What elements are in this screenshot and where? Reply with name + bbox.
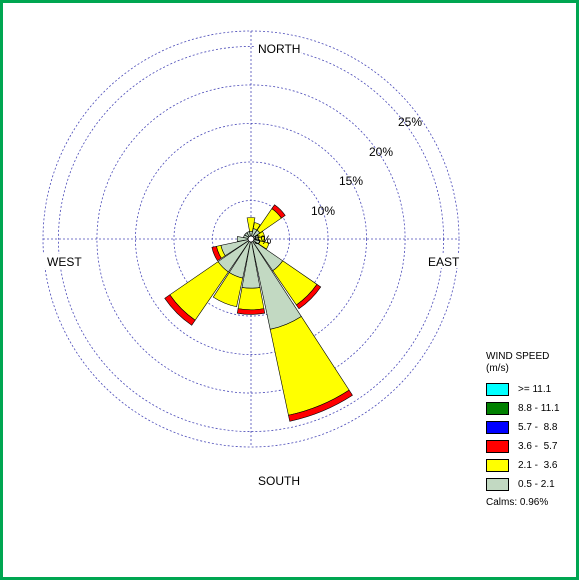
north-label: NORTH xyxy=(258,42,300,56)
legend-item-5-7-8-8: 5.7 - 8.8 xyxy=(486,421,576,434)
north-label-bg xyxy=(255,41,301,55)
petal-sw-bin-2 xyxy=(164,294,196,326)
calm-circle xyxy=(247,235,255,243)
ring-label-25: 25% xyxy=(398,115,422,129)
petal-ese-bin-1 xyxy=(258,240,270,250)
petal-ne-bin-2 xyxy=(271,204,286,219)
legend-label: 5.7 - 8.8 xyxy=(518,422,558,433)
direction-labels: NORTH WEST EAST SOUTH xyxy=(43,41,466,488)
ring-label-10: 10% xyxy=(311,204,335,218)
grid-ring xyxy=(135,123,367,355)
west-label: WEST xyxy=(47,255,82,269)
legend-item-gte-11-1: >= 11.1 xyxy=(486,383,576,396)
south-label-bg xyxy=(255,474,301,488)
legend-swatch xyxy=(486,459,509,472)
legend: WIND SPEED (m/s) >= 11.1 8.8 - 11.1 5.7 … xyxy=(486,351,576,508)
legend-title: WIND SPEED (m/s) xyxy=(486,351,550,374)
legend-swatch xyxy=(486,383,509,396)
legend-item-0-5-2-1: 0.5 - 2.1 xyxy=(486,478,576,491)
petal-n-bin-1 xyxy=(246,217,256,232)
legend-item-8-8-11-1: 8.8 - 11.1 xyxy=(486,402,576,415)
ring-labels: 5% 10% 15% 20% 25% xyxy=(254,115,422,247)
east-label-bg xyxy=(426,254,466,268)
legend-item-2-1-3-6: 2.1 - 3.6 xyxy=(486,459,576,472)
legend-item-3-6-5-7: 3.6 - 5.7 xyxy=(486,440,576,453)
east-label: EAST xyxy=(428,255,460,269)
wind-rose-chart: NORTH WEST EAST SOUTH 5% 10% 15% 20% 25% xyxy=(42,30,466,488)
legend-label: 3.6 - 5.7 xyxy=(518,441,558,452)
legend-swatch xyxy=(486,478,509,491)
petal-s-bin-2 xyxy=(236,308,266,315)
petal-wsw-bin-2 xyxy=(211,245,222,262)
legend-label: >= 11.1 xyxy=(518,384,552,395)
west-label-bg xyxy=(43,254,83,268)
petal-nne-bin-1 xyxy=(252,222,261,231)
petals xyxy=(164,204,353,422)
legend-label: 2.1 - 3.6 xyxy=(518,460,558,471)
legend-swatch xyxy=(486,402,509,415)
legend-swatch xyxy=(486,421,509,434)
ring-label-20: 20% xyxy=(369,145,393,159)
petal-s-bin-1 xyxy=(237,287,265,311)
petal-e-bin-1 xyxy=(258,236,266,242)
legend-label: 8.8 - 11.1 xyxy=(518,403,560,414)
legend-label: 0.5 - 2.1 xyxy=(518,479,555,490)
ring-label-5: 5% xyxy=(254,233,272,247)
petal-ene-bin-1 xyxy=(256,231,265,238)
ring-label-15: 15% xyxy=(339,174,363,188)
south-label: SOUTH xyxy=(258,474,300,488)
calms-label: Calms: 0.96% xyxy=(486,497,549,508)
petal-se-bin-2 xyxy=(295,283,322,310)
petal-sse-bin-2 xyxy=(288,389,353,422)
legend-swatch xyxy=(486,440,509,453)
petal-ssw-bin-1 xyxy=(212,272,244,308)
